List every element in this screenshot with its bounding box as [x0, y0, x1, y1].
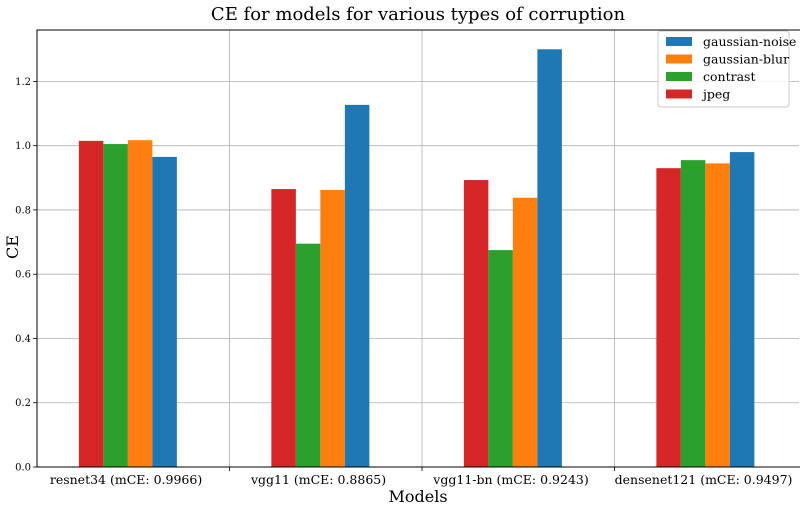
- x-tick-label: vgg11-bn (mCE: 0.9243): [432, 472, 588, 487]
- y-tick-label: 0.6: [15, 270, 31, 281]
- y-axis-label: CE: [3, 235, 22, 259]
- y-tick-label: 0.4: [15, 334, 31, 345]
- x-axis-label: Models: [388, 487, 447, 506]
- y-axis-ticks: 0.0 0.2 0.4 0.6 0.8 1.0 1.2: [15, 77, 37, 474]
- legend-label: gaussian-noise: [703, 34, 796, 49]
- bar-jpeg: [271, 189, 296, 467]
- legend-swatch: [666, 37, 692, 46]
- legend-swatch: [666, 89, 692, 99]
- bar-gaussian-noise: [344, 104, 370, 468]
- chart-title: CE for models for various types of corru…: [211, 4, 626, 25]
- bar-gaussian-noise: [729, 152, 755, 467]
- bar-gaussian-blur: [512, 197, 538, 467]
- plot-frame: [36, 29, 800, 468]
- bar-contrast: [103, 144, 128, 467]
- bar-gaussian-noise: [537, 49, 562, 467]
- y-tick-label: 0.8: [15, 205, 31, 216]
- bar-gaussian-blur: [127, 140, 153, 467]
- legend-label: jpeg: [701, 87, 730, 102]
- x-tick-label: resnet34 (mCE: 0.9966): [50, 472, 202, 487]
- y-tick-label: 1.2: [15, 77, 31, 88]
- y-tick-label: 0.0: [15, 463, 31, 474]
- x-tick-label: vgg11 (mCE: 0.8865): [250, 472, 386, 487]
- bar-contrast: [295, 243, 321, 467]
- bar-jpeg: [78, 140, 104, 467]
- y-tick-label: 0.2: [15, 398, 31, 409]
- bar-gaussian-blur: [705, 163, 730, 468]
- legend-swatch: [666, 54, 692, 64]
- x-axis-ticks: resnet34 (mCE: 0.9966) vgg11 (mCE: 0.8865…: [50, 467, 793, 487]
- bar-gaussian-noise: [152, 156, 177, 467]
- bar-jpeg: [656, 168, 681, 467]
- legend-box: [657, 30, 790, 108]
- legend-label: contrast: [703, 69, 755, 84]
- x-tick-label: densenet121 (mCE: 0.9497): [615, 472, 793, 487]
- bar-contrast: [488, 250, 513, 467]
- bar-contrast: [680, 160, 706, 467]
- bar-jpeg: [463, 180, 489, 467]
- bar-group: [78, 49, 755, 468]
- legend: gaussian-noise gaussian-blur contrast jpeg: [657, 30, 796, 108]
- bar-gaussian-blur: [320, 190, 345, 468]
- legend-swatch: [666, 72, 692, 81]
- legend-label: gaussian-blur: [703, 52, 789, 67]
- y-tick-label: 1.0: [15, 141, 31, 152]
